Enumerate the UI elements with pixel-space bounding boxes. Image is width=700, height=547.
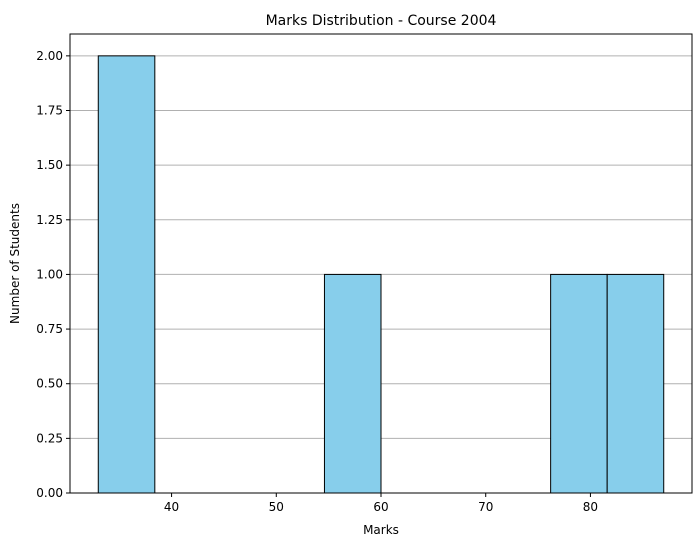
y-axis-ticks: 0.00 0.25 0.50 0.75 1.00 1.25 1.50 1.75 2.00 <box>36 49 70 500</box>
x-tick-label-4: 80 <box>583 500 598 514</box>
histogram-bar-9 <box>606 273 665 494</box>
x-axis-ticks: 40 50 60 70 80 <box>164 493 598 514</box>
y-tick-label-4: 1.00 <box>36 267 63 281</box>
x-tick-label-3: 70 <box>478 500 493 514</box>
y-tick-label-8: 2.00 <box>36 49 63 63</box>
histogram-bar-8 <box>550 273 608 494</box>
histogram-bar-4 <box>323 273 382 494</box>
y-tick-label-1: 0.25 <box>36 431 63 445</box>
x-axis-label: Marks <box>363 523 399 537</box>
x-tick-label-0: 40 <box>164 500 179 514</box>
y-tick-label-6: 1.50 <box>36 158 63 172</box>
histogram-bar-0 <box>97 55 156 494</box>
x-tick-label-1: 50 <box>269 500 284 514</box>
y-tick-label-7: 1.75 <box>36 104 63 118</box>
y-tick-label-0: 0.00 <box>36 486 63 500</box>
histogram-bars <box>97 55 665 494</box>
y-tick-label-5: 1.25 <box>36 213 63 227</box>
y-axis-label: Number of Students <box>8 203 22 324</box>
y-tick-label-2: 0.50 <box>36 377 63 391</box>
y-tick-label-3: 0.75 <box>36 322 63 336</box>
chart-title: Marks Distribution - Course 2004 <box>266 13 497 29</box>
x-tick-label-2: 60 <box>373 500 388 514</box>
